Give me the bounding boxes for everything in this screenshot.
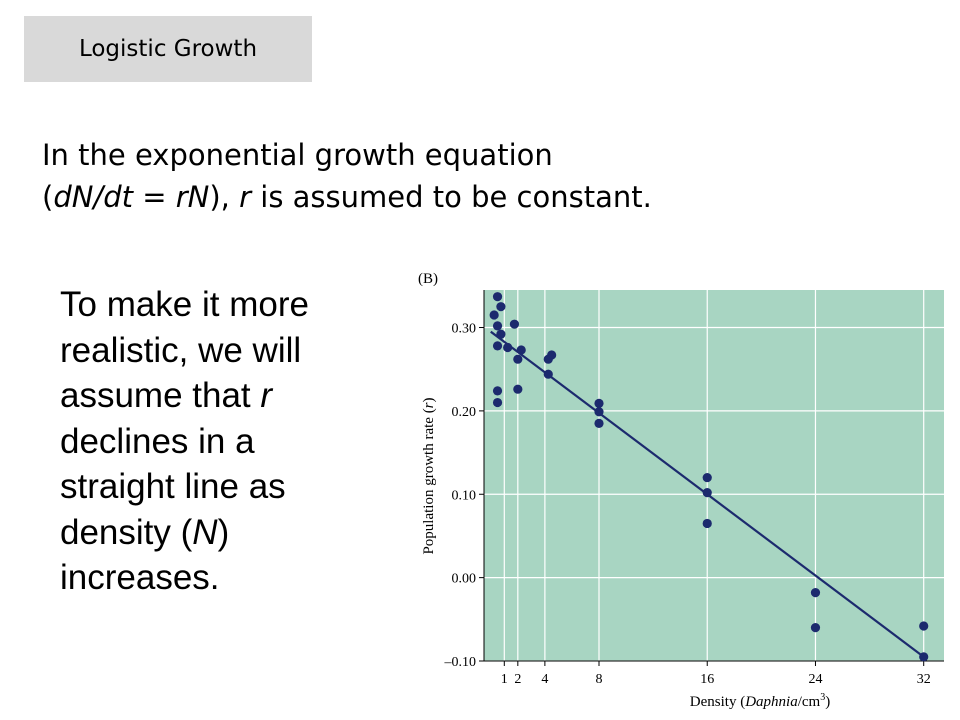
y-tick-label: –0.10 [444, 655, 477, 670]
side-line-6-close: ) [217, 512, 230, 552]
data-point [702, 487, 712, 498]
side-line-7: increases. [60, 558, 220, 597]
data-point [509, 319, 520, 329]
x-axis-label-species: Daphnia [744, 694, 798, 710]
data-point [919, 652, 929, 662]
data-point [492, 292, 503, 302]
x-axis-label-text: Density ( [690, 694, 745, 710]
data-point [503, 342, 513, 353]
x-tick-label: 2 [514, 672, 521, 687]
data-point [513, 384, 523, 394]
slide-title: Logistic Growth [24, 16, 312, 82]
data-point [496, 302, 506, 312]
y-axis-label-text: Population growth rate ( [421, 408, 437, 554]
side-line-6-text: density ( [60, 512, 193, 552]
side-line-1: To make it more [60, 285, 309, 324]
data-point [496, 329, 506, 339]
intro-text: In the exponential growth equation (dN/d… [42, 134, 802, 218]
side-line-3: assume that r [60, 373, 380, 419]
data-point [543, 354, 553, 364]
data-point [513, 354, 523, 364]
data-point [594, 398, 604, 408]
data-points [489, 292, 929, 662]
x-axis-label-unit: /cm [798, 694, 821, 710]
data-point [919, 621, 929, 631]
data-point [492, 321, 503, 331]
x-tick-label: 1 [501, 672, 508, 687]
data-point [492, 386, 503, 396]
x-axis-label-exponent: 3 [820, 692, 825, 703]
axes [479, 290, 944, 666]
side-text: To make it more realistic, we will assum… [60, 282, 380, 601]
y-axis-label-close: ) [421, 397, 437, 402]
data-point [492, 341, 503, 351]
y-axis-label: Population growth rate (r) [421, 397, 437, 554]
data-point [489, 310, 499, 320]
x-tick-label: 24 [808, 672, 822, 687]
intro-paren-open: ( [42, 180, 54, 214]
data-point [543, 369, 553, 379]
y-tick-label: 0.20 [452, 405, 477, 420]
x-tick-label: 16 [700, 672, 714, 687]
intro-paren-close: ), [209, 180, 240, 214]
side-line-5: straight line as [60, 467, 286, 506]
data-point [702, 472, 712, 483]
data-point [702, 518, 712, 529]
x-tick-label: 8 [596, 672, 603, 687]
chart-panel-label: (B) [418, 271, 438, 287]
x-tick-label: 32 [917, 672, 931, 687]
y-tick-label: 0.30 [452, 322, 477, 337]
side-line-6: density (N) [60, 510, 380, 556]
data-point [594, 418, 604, 428]
data-point [810, 588, 821, 598]
side-r-variable: r [260, 376, 273, 415]
slide-title-text: Logistic Growth [78, 36, 258, 62]
intro-r-variable: r [239, 180, 252, 214]
data-point [810, 623, 821, 633]
x-axis-label: Density (Daphnia/cm3) [690, 692, 830, 710]
tick-labels: 1 2 4 8 16 24 32–0.100.000.100.200.30 [444, 322, 931, 687]
data-point [492, 397, 503, 408]
data-point [516, 345, 526, 355]
side-n-variable: N [192, 512, 218, 552]
data-point [594, 407, 604, 417]
plot-area [484, 290, 944, 661]
side-line-4: declines in a [60, 421, 255, 461]
y-tick-label: 0.00 [452, 572, 477, 587]
y-axis-label-variable: r [421, 402, 437, 408]
x-tick-label: 4 [541, 672, 548, 687]
side-line-3-text: assume that [60, 376, 261, 415]
intro-line-2: (dN/dt = rN), r is assumed to be constan… [42, 176, 802, 218]
intro-equation: dN/dt = rN [53, 180, 210, 214]
x-axis-label-close: ) [825, 694, 830, 710]
side-line-2: realistic, we will [60, 330, 302, 370]
y-tick-label: 0.10 [452, 488, 477, 503]
intro-line-1: In the exponential growth equation [42, 138, 553, 172]
intro-line-2-rest: is assumed to be constant. [251, 180, 652, 214]
